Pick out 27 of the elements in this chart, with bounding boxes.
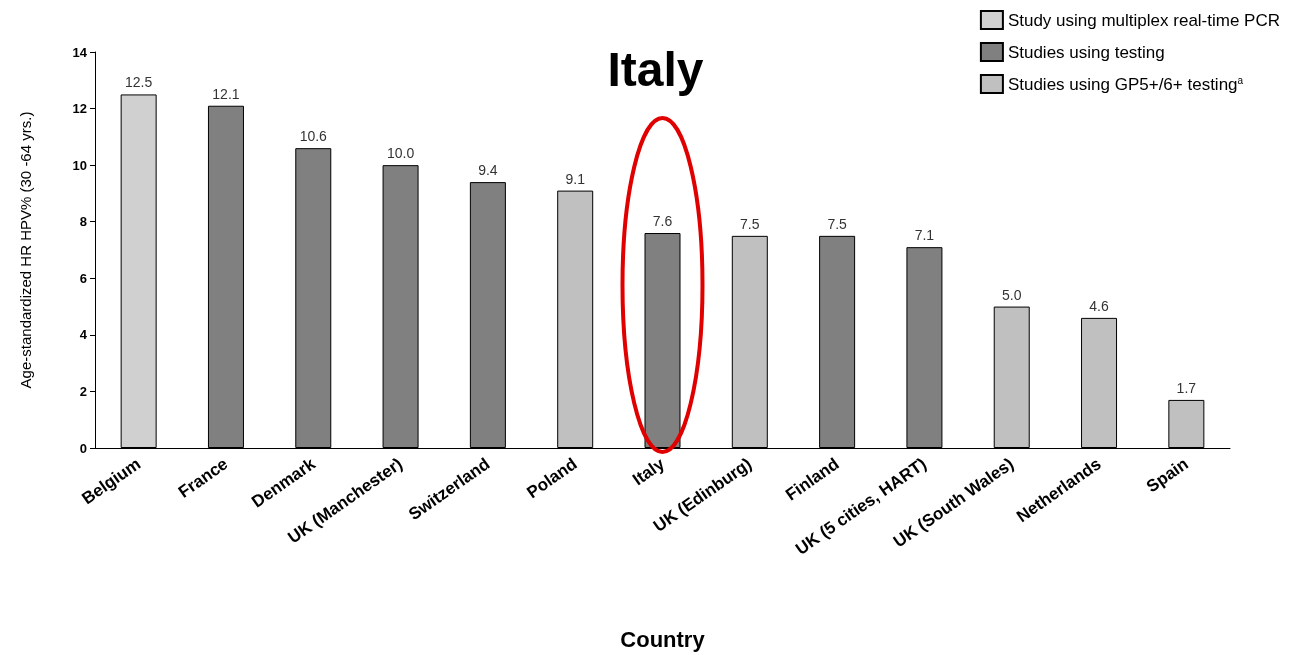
data-label: 10.0 [386, 145, 415, 162]
x-tick-label: Italy [629, 453, 669, 490]
data-label: 7.5 [740, 215, 760, 232]
y-tick-label: 6 [79, 270, 87, 286]
y-tick-label: 0 [79, 440, 87, 456]
data-label: 12.5 [125, 74, 153, 91]
legend-label: Studies using testing [1007, 42, 1165, 62]
y-tick-label: 12 [72, 101, 87, 117]
data-label: 7.1 [914, 227, 935, 244]
y-tick-label: 14 [72, 44, 88, 60]
data-label: 7.5 [827, 215, 848, 232]
y-axis-title: Age-standardized HR HPV% (30 -64 yrs.) [17, 111, 34, 389]
data-label: 9.4 [478, 162, 498, 179]
data-label: 1.7 [1176, 379, 1197, 396]
legend-label: Study using multiplex real-time PCR [1007, 10, 1281, 30]
x-axis-title: Country [620, 626, 706, 652]
data-label: 9.1 [565, 170, 586, 187]
data-label: 10.6 [299, 128, 328, 145]
y-tick-label: 2 [79, 383, 87, 399]
data-label: 5.0 [1002, 286, 1022, 303]
y-tick-label: 10 [72, 157, 87, 173]
data-label: 7.6 [652, 213, 673, 230]
data-label: 4.6 [1089, 297, 1109, 314]
annotation: Italy [607, 42, 704, 96]
y-tick-label: 4 [79, 327, 88, 343]
data-label: 12.1 [212, 85, 240, 102]
y-tick-label: 8 [79, 214, 87, 230]
